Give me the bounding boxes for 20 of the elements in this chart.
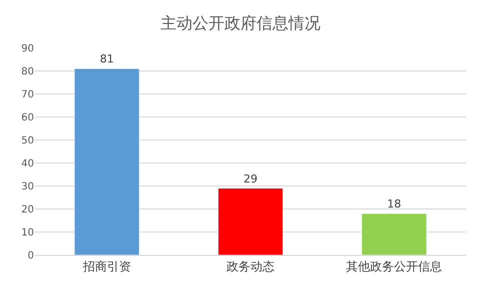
y-tick-label: 10: [21, 228, 34, 238]
y-tick-label: 50: [21, 136, 34, 146]
bar: [74, 68, 140, 255]
x-tick-label: 政务动态: [226, 259, 274, 274]
y-tick-label: 70: [21, 90, 34, 100]
y-tick-label: 40: [21, 158, 34, 170]
data-label: 29: [244, 172, 258, 186]
y-tick-label: 90: [21, 44, 34, 54]
y-tick-label: 20: [21, 204, 34, 216]
data-label: 18: [387, 198, 402, 211]
x-tick-label: 其他政务公开信息: [346, 259, 442, 274]
y-tick-label: 80: [21, 66, 34, 78]
y-tick-label: 0: [28, 250, 34, 262]
chart-title: 主动公开政府信息情况: [160, 14, 320, 33]
y-tick-label: 30: [21, 182, 34, 192]
data-label: 81: [100, 52, 114, 66]
y-tick-label: 60: [21, 112, 34, 124]
x-tick-label: 招商引资: [82, 259, 131, 274]
bar: [362, 213, 427, 255]
bar: [218, 188, 284, 255]
